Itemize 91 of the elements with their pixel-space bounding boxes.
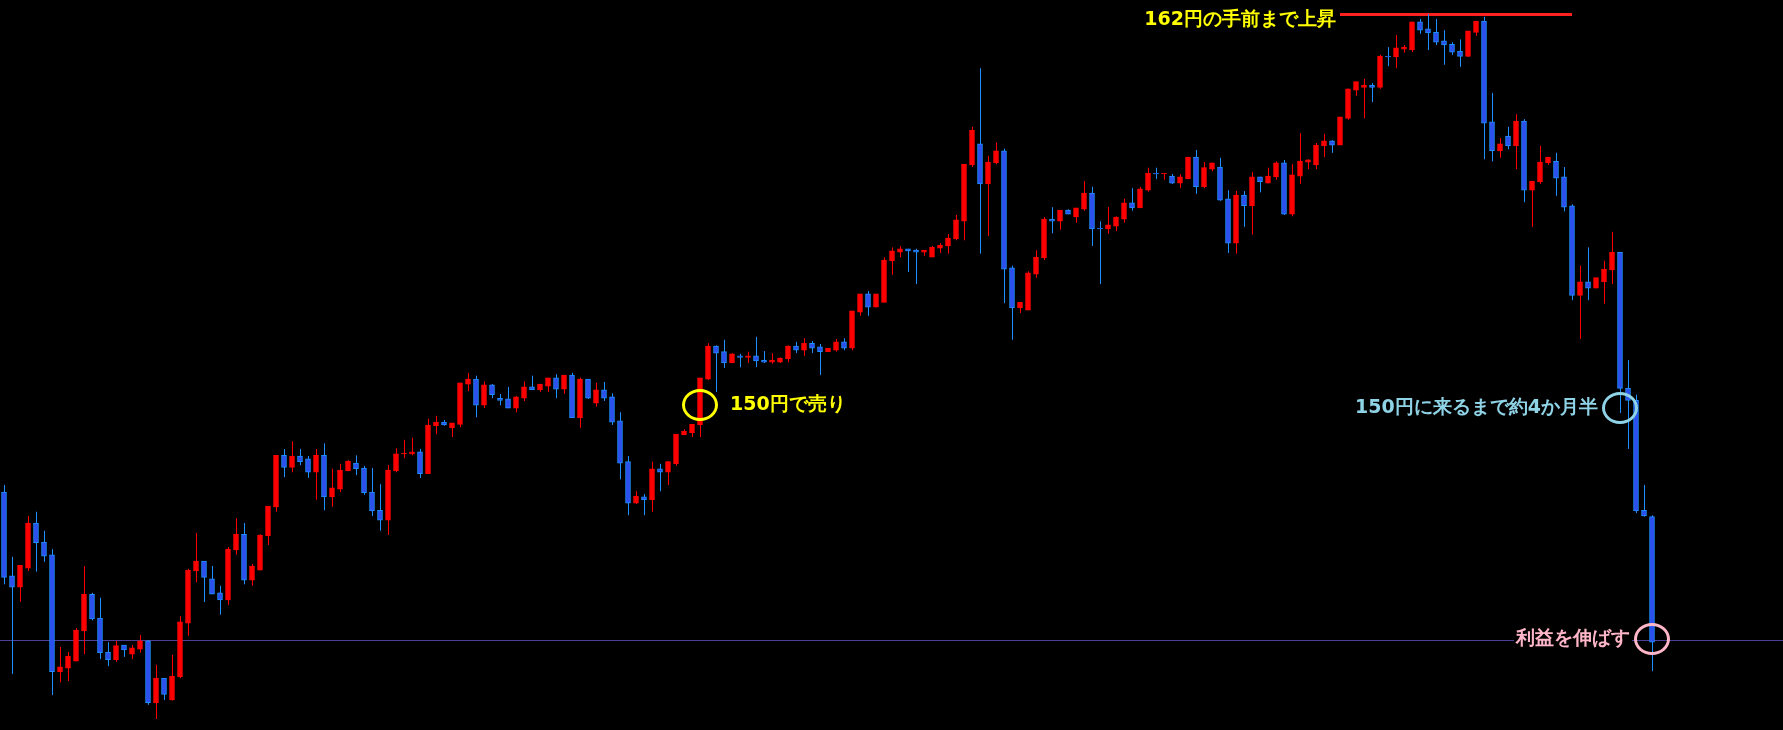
- candlestick: [889, 246, 895, 276]
- candlestick: [1553, 152, 1559, 197]
- candlestick: [721, 339, 727, 369]
- candlestick: [1513, 113, 1519, 170]
- candlestick: [233, 517, 239, 556]
- candlestick: [1153, 167, 1159, 180]
- candlestick: [153, 664, 159, 720]
- candlestick: [913, 248, 919, 285]
- candlestick: [465, 372, 471, 392]
- candlestick: [593, 382, 599, 408]
- candlestick: [1145, 167, 1151, 193]
- candlestick: [1313, 142, 1319, 170]
- candlestick: [865, 290, 871, 317]
- candlestick: [1425, 13, 1431, 51]
- candlestick: [57, 646, 63, 683]
- candlestick: [201, 560, 207, 603]
- candlestick: [1433, 18, 1439, 46]
- candlestick: [353, 454, 359, 476]
- candlestick: [1441, 29, 1447, 66]
- candlestick: [1537, 145, 1543, 185]
- candlestick: [305, 455, 311, 479]
- candlestick: [993, 141, 999, 165]
- candlestick: [1505, 126, 1511, 150]
- candlestick: [329, 468, 335, 508]
- candlestick: [1385, 46, 1391, 67]
- candlestick: [1049, 206, 1055, 234]
- candlestick: [1641, 484, 1647, 518]
- candlestick: [1601, 260, 1607, 305]
- annotation: 150円に来るまで約4か月半: [1355, 394, 1599, 417]
- candlestick: [369, 467, 375, 517]
- candlestick: [1201, 161, 1207, 189]
- candlestick: [1081, 180, 1087, 212]
- candlestick: [945, 233, 951, 255]
- candlestick: [953, 214, 959, 241]
- candlestick: [817, 343, 823, 376]
- candlestick: [337, 463, 343, 493]
- candlestick: [401, 439, 407, 459]
- candlestick: [1129, 187, 1135, 212]
- candlestick: [361, 465, 367, 496]
- annotation: 利益を伸ばす: [1515, 625, 1630, 648]
- candlestick: [41, 530, 47, 563]
- candlestick: [1185, 156, 1191, 180]
- candlestick: [249, 563, 255, 587]
- candlestick: [1457, 38, 1463, 68]
- candlestick: [1121, 198, 1127, 224]
- candlestick: [481, 380, 487, 409]
- candlestick: [1585, 246, 1591, 301]
- candlestick: [521, 380, 527, 402]
- candlestick: [1137, 186, 1143, 209]
- candlestick: [281, 448, 287, 478]
- candlestick: [161, 677, 167, 701]
- candlestick: [105, 641, 111, 667]
- candlestick: [289, 440, 295, 473]
- candlestick: [1241, 190, 1247, 228]
- candlestick: [1497, 137, 1503, 159]
- candlestick: [433, 415, 439, 435]
- candlestick: [377, 483, 383, 532]
- candlestick: [217, 585, 223, 616]
- candlestick: [193, 532, 199, 583]
- candlestick: [209, 565, 215, 595]
- candlestick: [313, 448, 319, 501]
- candlestick: [1273, 160, 1279, 181]
- candlestick: [393, 447, 399, 473]
- candlestick: [417, 448, 423, 479]
- candlestick: [1369, 82, 1375, 103]
- candlestick: [601, 381, 607, 402]
- candlestick: [33, 511, 39, 573]
- candlestick: [985, 155, 991, 237]
- candlestick: [113, 640, 119, 663]
- candlestick: [9, 556, 15, 675]
- candlestick: [1033, 249, 1039, 279]
- candlestick: [89, 592, 95, 621]
- candlestick: [1297, 132, 1303, 185]
- candlestick: [713, 344, 719, 393]
- candlestick: [1097, 220, 1103, 285]
- ref-line-label: 162円の手前まで上昇: [1144, 7, 1336, 30]
- candlestick: [1393, 34, 1399, 69]
- candlestick: [65, 651, 71, 682]
- candlestick: [753, 336, 759, 368]
- candlestick: [1361, 78, 1367, 119]
- candlestick: [657, 463, 663, 492]
- candlestick: [553, 373, 559, 399]
- candlestick: [1161, 172, 1167, 181]
- candlestick: [1609, 231, 1615, 285]
- candlestick: [1577, 265, 1583, 340]
- candlestick: [1105, 206, 1111, 235]
- annotation: 150円で売り: [730, 391, 846, 414]
- candlestick: [17, 564, 23, 603]
- candlestick: [1529, 180, 1535, 228]
- candlestick: [1321, 133, 1327, 158]
- candlestick: [169, 654, 175, 702]
